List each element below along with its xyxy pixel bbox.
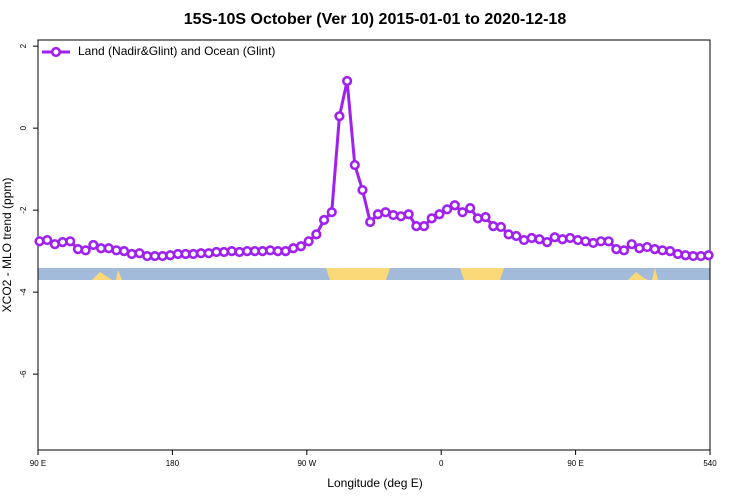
data-point (334, 111, 345, 122)
data-point (357, 184, 368, 196)
legend: Land (Nadir&Glint) and Ocean (Glint) (42, 44, 275, 58)
data-point (42, 234, 53, 246)
x-tick-label: 540 (703, 459, 717, 468)
land-patch (326, 268, 390, 280)
data-point (626, 239, 637, 250)
data-point (349, 159, 360, 171)
data-point (472, 213, 483, 224)
data-point (426, 213, 437, 224)
y-axis-label: XCO2 - MLO trend (ppm) (0, 178, 14, 313)
data-point (34, 236, 45, 247)
land-patch (460, 268, 504, 280)
data-point (495, 221, 507, 233)
x-tick-label: 90 E (30, 459, 46, 468)
x-tick-label: 90 W (297, 459, 316, 468)
data-point (603, 236, 614, 247)
x-tick-label: 180 (166, 459, 180, 468)
data-point (418, 221, 430, 232)
x-tick-label: 0 (439, 459, 444, 468)
data-point (557, 234, 568, 245)
land-patch (116, 270, 122, 280)
data-point (511, 230, 522, 242)
data-point (572, 234, 583, 246)
data-point (703, 250, 714, 261)
data-point (457, 207, 468, 218)
legend-marker (50, 46, 62, 58)
y-tick-label: -4 (19, 288, 28, 296)
data-point (303, 236, 314, 247)
data-point (388, 209, 399, 221)
data-point (465, 203, 476, 214)
x-tick-label: 90 E (567, 459, 583, 468)
y-tick-label: -6 (19, 370, 28, 378)
y-tick-label: 0 (19, 125, 28, 130)
data-point (503, 229, 514, 240)
land-ocean-mask (38, 268, 710, 280)
data-point (588, 237, 599, 249)
data-point (672, 248, 683, 260)
data-point (449, 200, 460, 211)
data-point (311, 229, 322, 240)
chart-title: 15S-10S October (Ver 10) 2015-01-01 to 2… (184, 11, 567, 28)
data-point (365, 216, 376, 228)
data-point (649, 244, 660, 255)
data-point (403, 209, 414, 220)
data-point (318, 214, 330, 226)
data-point (80, 245, 91, 256)
data-point (618, 245, 630, 256)
land-patch (92, 272, 112, 280)
data-point (326, 207, 337, 218)
legend-label: Land (Nadir&Glint) and Ocean (Glint) (78, 44, 275, 58)
data-point (72, 244, 84, 255)
data-point (526, 232, 537, 244)
data-point (295, 241, 307, 252)
y-tick-label: 2 (19, 43, 28, 48)
data-point (165, 250, 176, 261)
data-line (39, 79, 709, 258)
data-point (434, 209, 445, 220)
data-point (634, 243, 645, 254)
data-point (203, 248, 214, 259)
y-tick-label: -2 (19, 206, 28, 214)
data-point (342, 75, 353, 87)
land-patch (652, 268, 658, 280)
data-point (541, 237, 553, 248)
land-patch (628, 272, 648, 280)
data-point (65, 236, 76, 247)
data-point (441, 204, 453, 215)
x-axis-label: Longitude (deg E) (327, 476, 422, 490)
data-point (611, 244, 622, 255)
data-point (580, 236, 591, 247)
data-point (480, 212, 491, 223)
